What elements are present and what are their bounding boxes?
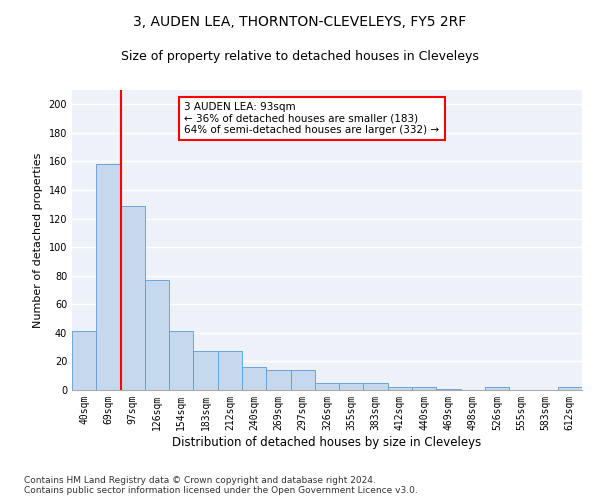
Bar — [96, 164, 121, 390]
Bar — [121, 206, 145, 390]
Bar — [364, 383, 388, 390]
Bar — [315, 383, 339, 390]
Text: 3 AUDEN LEA: 93sqm
← 36% of detached houses are smaller (183)
64% of semi-detach: 3 AUDEN LEA: 93sqm ← 36% of detached hou… — [184, 102, 439, 135]
Bar — [193, 352, 218, 390]
Bar — [145, 280, 169, 390]
Bar — [485, 387, 509, 390]
Bar — [412, 387, 436, 390]
Bar — [388, 387, 412, 390]
Bar — [72, 332, 96, 390]
Bar — [558, 387, 582, 390]
Text: Size of property relative to detached houses in Cleveleys: Size of property relative to detached ho… — [121, 50, 479, 63]
Bar — [339, 383, 364, 390]
X-axis label: Distribution of detached houses by size in Cleveleys: Distribution of detached houses by size … — [172, 436, 482, 448]
Bar — [436, 388, 461, 390]
Text: 3, AUDEN LEA, THORNTON-CLEVELEYS, FY5 2RF: 3, AUDEN LEA, THORNTON-CLEVELEYS, FY5 2R… — [133, 15, 467, 29]
Y-axis label: Number of detached properties: Number of detached properties — [33, 152, 43, 328]
Bar — [266, 370, 290, 390]
Bar — [290, 370, 315, 390]
Text: Contains HM Land Registry data © Crown copyright and database right 2024.
Contai: Contains HM Land Registry data © Crown c… — [24, 476, 418, 495]
Bar — [218, 352, 242, 390]
Bar — [169, 332, 193, 390]
Bar — [242, 367, 266, 390]
